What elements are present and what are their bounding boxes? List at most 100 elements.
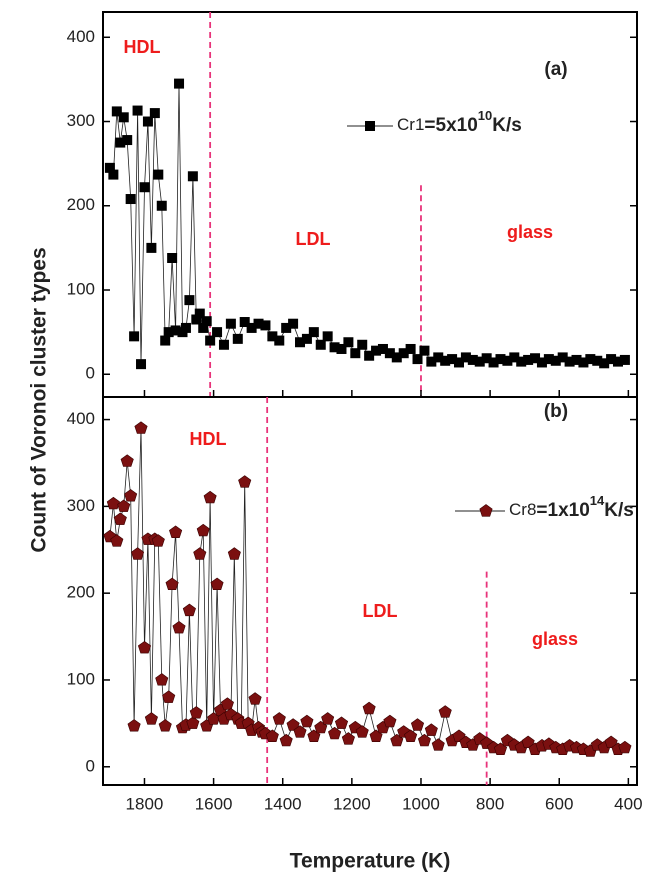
marker: [153, 169, 164, 180]
marker: [495, 354, 506, 365]
x-axis-title: Temperature (K): [290, 850, 451, 873]
marker: [516, 356, 527, 367]
marker: [212, 327, 223, 338]
y-tick-label: 0: [86, 756, 95, 775]
marker: [132, 105, 143, 116]
marker: [419, 345, 430, 356]
marker: [118, 112, 129, 123]
marker: [201, 316, 212, 327]
marker: [174, 78, 185, 89]
marker: [578, 357, 589, 368]
marker: [142, 116, 153, 127]
marker: [180, 322, 191, 333]
marker: [336, 343, 347, 354]
marker: [146, 242, 157, 253]
marker: [274, 335, 285, 346]
marker: [564, 356, 575, 367]
marker: [424, 723, 438, 736]
marker: [341, 732, 355, 745]
marker: [156, 200, 167, 211]
marker: [239, 317, 250, 328]
marker: [301, 333, 312, 344]
marker: [246, 322, 257, 333]
marker: [113, 512, 127, 525]
marker: [474, 356, 485, 367]
marker: [286, 718, 300, 731]
marker: [155, 673, 169, 686]
marker: [184, 295, 195, 306]
marker: [426, 356, 437, 367]
marker: [253, 318, 264, 329]
marker: [158, 719, 172, 732]
x-tick-label: 1600: [195, 794, 233, 813]
legend-exponent: 10: [478, 108, 492, 123]
marker: [481, 353, 492, 364]
region-label: HDL: [124, 37, 161, 57]
marker: [308, 327, 319, 338]
marker: [350, 348, 361, 359]
marker: [488, 357, 499, 368]
marker: [127, 719, 141, 732]
x-tick-label: 800: [476, 794, 504, 813]
marker: [329, 342, 340, 353]
marker: [134, 421, 148, 434]
marker: [169, 525, 183, 539]
marker: [227, 547, 241, 560]
marker: [295, 337, 306, 348]
marker: [447, 354, 458, 365]
marker: [110, 534, 124, 547]
marker: [391, 352, 402, 363]
marker: [238, 475, 252, 488]
legend-exponent: 14: [590, 493, 605, 508]
marker: [125, 194, 136, 205]
marker: [104, 162, 115, 173]
marker: [108, 169, 119, 180]
region-label: glass: [507, 222, 553, 242]
marker: [431, 738, 445, 751]
marker: [383, 714, 397, 728]
marker: [163, 327, 174, 338]
region-label: LDL: [363, 601, 398, 621]
marker: [106, 496, 120, 510]
marker: [167, 252, 178, 263]
marker: [203, 490, 217, 504]
marker: [536, 357, 547, 368]
marker: [433, 352, 444, 363]
marker: [191, 314, 202, 325]
legend-name: Cr1: [397, 115, 424, 134]
marker: [557, 352, 568, 363]
marker: [220, 697, 234, 710]
marker: [193, 547, 207, 560]
x-tick-label: 600: [545, 794, 573, 813]
x-tick-label: 1400: [264, 794, 302, 813]
marker: [467, 354, 478, 365]
marker: [198, 322, 209, 333]
marker: [265, 729, 279, 743]
y-tick-label: 0: [86, 364, 95, 383]
legend-label: Cr8=1x1014K/s: [509, 493, 634, 521]
marker: [260, 320, 271, 331]
marker: [248, 692, 262, 705]
marker: [606, 354, 617, 365]
marker: [117, 499, 131, 512]
marker: [196, 523, 210, 537]
marker: [218, 339, 229, 350]
marker: [136, 359, 147, 370]
marker: [272, 712, 286, 725]
marker: [523, 354, 534, 365]
marker: [186, 716, 200, 729]
marker: [502, 355, 513, 366]
region-label: LDL: [296, 229, 331, 249]
marker: [410, 718, 425, 731]
y-tick-label: 300: [67, 496, 95, 515]
marker: [412, 354, 423, 365]
marker: [144, 712, 158, 725]
marker: [509, 352, 520, 363]
marker: [267, 331, 278, 342]
marker: [124, 489, 138, 502]
marker: [377, 343, 388, 354]
marker: [612, 356, 623, 367]
marker: [170, 325, 181, 336]
marker: [460, 352, 471, 363]
